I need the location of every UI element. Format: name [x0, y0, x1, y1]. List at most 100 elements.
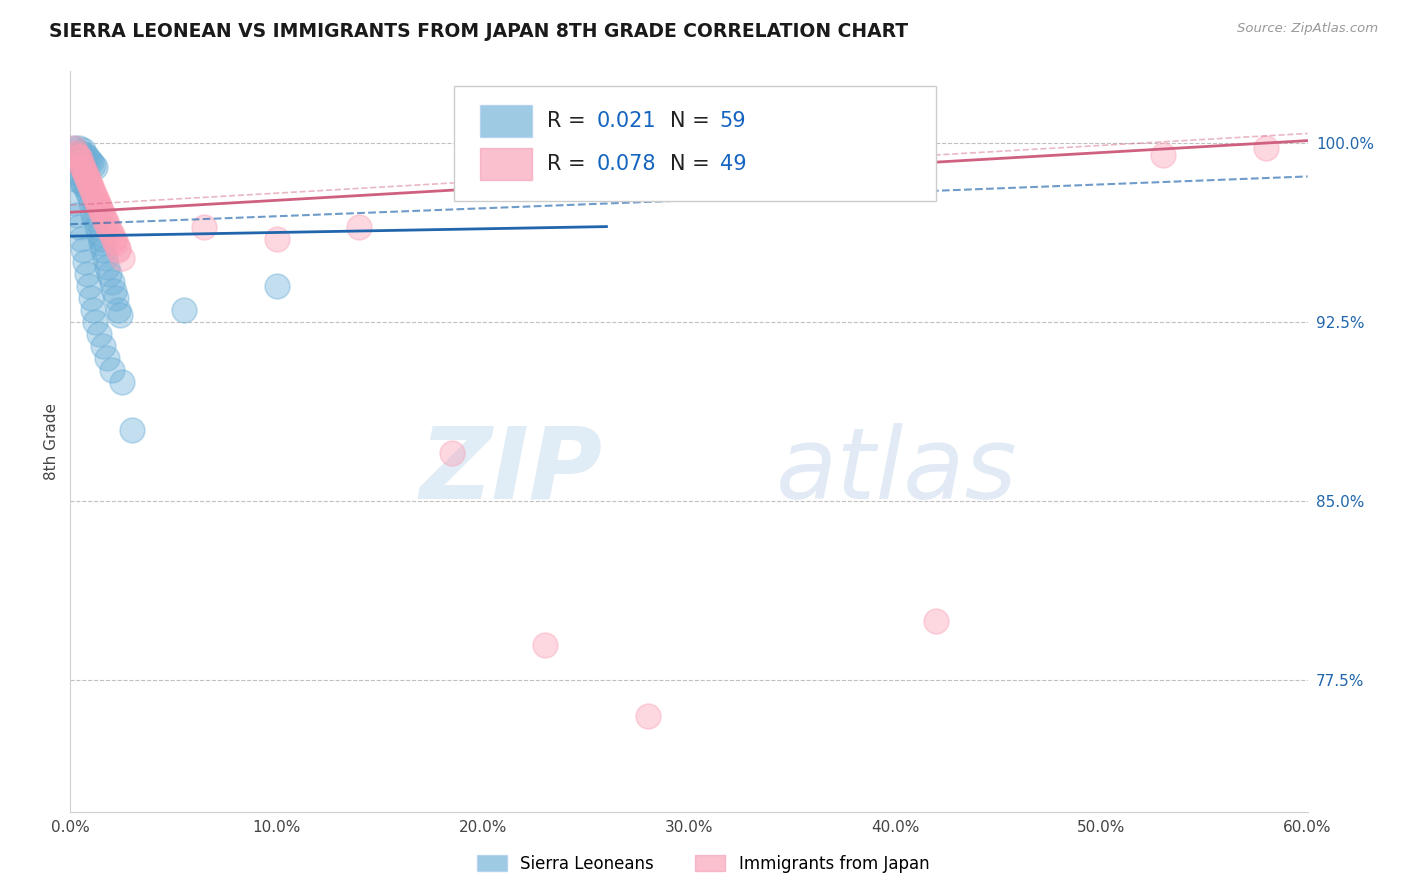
Point	[69, 174, 91, 188]
Point	[84, 212, 107, 227]
Point	[77, 174, 100, 188]
Point	[73, 164, 96, 178]
Point	[193, 219, 215, 234]
Text: R =: R =	[547, 111, 592, 131]
Point	[72, 177, 94, 191]
FancyBboxPatch shape	[454, 87, 936, 201]
Point	[266, 279, 288, 293]
Point	[63, 141, 86, 155]
Point	[72, 143, 94, 157]
Point	[98, 268, 121, 282]
FancyBboxPatch shape	[479, 147, 531, 180]
Point	[347, 219, 370, 234]
Point	[1152, 148, 1174, 162]
Text: R =: R =	[547, 154, 592, 174]
Text: SIERRA LEONEAN VS IMMIGRANTS FROM JAPAN 8TH GRADE CORRELATION CHART: SIERRA LEONEAN VS IMMIGRANTS FROM JAPAN …	[49, 22, 908, 41]
Point	[73, 179, 96, 194]
Point	[73, 148, 96, 162]
Point	[533, 638, 555, 652]
Point	[1256, 141, 1278, 155]
Point	[266, 231, 288, 245]
Point	[80, 195, 103, 210]
Point	[104, 236, 127, 251]
Text: N =: N =	[671, 111, 717, 131]
Point	[80, 179, 103, 194]
Point	[107, 303, 129, 318]
Point	[82, 186, 104, 201]
Point	[104, 291, 127, 305]
Point	[65, 155, 87, 169]
Point	[63, 141, 86, 155]
Point	[107, 241, 129, 255]
Point	[86, 195, 108, 210]
Point	[80, 155, 103, 169]
Point	[69, 155, 91, 169]
Text: 0.021: 0.021	[596, 111, 655, 131]
Point	[637, 709, 659, 723]
Point	[72, 244, 94, 258]
Point	[91, 208, 114, 222]
Point	[82, 184, 104, 198]
Point	[100, 227, 122, 241]
Y-axis label: 8th Grade: 8th Grade	[44, 403, 59, 480]
Point	[65, 164, 87, 178]
Point	[82, 157, 104, 171]
Point	[103, 231, 125, 245]
Point	[67, 219, 90, 234]
Point	[72, 162, 94, 177]
Point	[73, 255, 96, 269]
Point	[77, 188, 100, 202]
Point	[440, 446, 463, 460]
Point	[107, 244, 129, 258]
Point	[65, 145, 87, 160]
Point	[76, 169, 98, 184]
Point	[96, 260, 118, 275]
Point	[108, 308, 131, 322]
Text: ZIP: ZIP	[419, 423, 602, 520]
Point	[111, 251, 134, 265]
Point	[91, 339, 114, 353]
Point	[72, 160, 94, 174]
Point	[72, 160, 94, 174]
Point	[69, 231, 91, 245]
Point	[67, 153, 90, 167]
Point	[173, 303, 195, 318]
Point	[89, 201, 111, 215]
Point	[90, 231, 112, 245]
Point	[90, 202, 112, 217]
Point	[91, 244, 114, 258]
Text: Source: ZipAtlas.com: Source: ZipAtlas.com	[1237, 22, 1378, 36]
Point	[65, 171, 87, 186]
Point	[67, 150, 90, 164]
Point	[73, 167, 96, 181]
Point	[77, 177, 100, 191]
Legend: Sierra Leoneans, Immigrants from Japan: Sierra Leoneans, Immigrants from Japan	[470, 848, 936, 880]
Point	[90, 205, 112, 219]
Text: 49: 49	[720, 154, 747, 174]
Point	[67, 167, 90, 181]
Point	[65, 148, 87, 162]
Point	[98, 224, 121, 238]
Point	[96, 351, 118, 365]
FancyBboxPatch shape	[479, 104, 531, 137]
Point	[98, 222, 121, 236]
Point	[94, 215, 117, 229]
Point	[100, 363, 122, 377]
Text: 0.078: 0.078	[596, 154, 655, 174]
Point	[103, 284, 125, 298]
Text: atlas: atlas	[776, 423, 1017, 520]
Point	[86, 219, 108, 234]
Point	[90, 236, 112, 251]
Point	[69, 145, 91, 160]
Point	[89, 198, 111, 212]
Point	[89, 227, 111, 241]
Point	[111, 375, 134, 389]
Point	[82, 208, 104, 222]
Point	[86, 194, 108, 208]
Point	[80, 181, 103, 195]
Point	[65, 208, 87, 222]
Point	[67, 141, 90, 155]
Point	[84, 160, 107, 174]
Point	[67, 150, 90, 164]
Point	[84, 191, 107, 205]
